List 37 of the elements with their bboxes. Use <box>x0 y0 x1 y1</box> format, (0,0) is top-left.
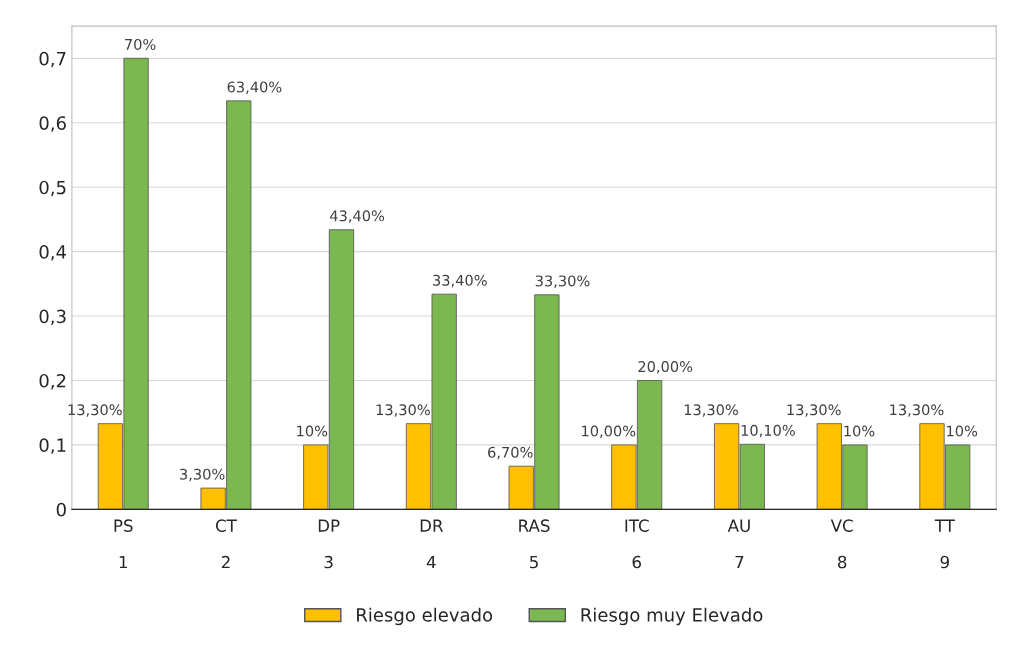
y-tick-label: 0,7 <box>39 51 66 68</box>
data-label: 10% <box>844 425 875 437</box>
data-label: 10,00% <box>582 425 636 439</box>
y-tick-label: 0,3 <box>39 309 66 326</box>
data-label: 33,40% <box>433 274 487 288</box>
data-label: 13,30% <box>376 404 430 417</box>
category-label: AU 7 <box>727 519 750 569</box>
category-label: VC 8 <box>830 519 853 569</box>
legend-label: Riesgo muy Elevado <box>581 607 763 626</box>
y-tick-label: 0,1 <box>39 438 66 454</box>
y-tick-label: 0,6 <box>39 116 66 132</box>
y-tick-label: 0,2 <box>39 373 66 390</box>
data-label: 13,30% <box>890 404 944 417</box>
data-label: 13,30% <box>684 404 738 417</box>
data-label: 10% <box>947 425 978 437</box>
y-tick-label: 0 <box>56 502 66 517</box>
data-label: 33,30% <box>535 275 590 288</box>
data-label: 13,30% <box>68 404 122 417</box>
data-label: 13,30% <box>787 404 841 417</box>
y-tick-label: 0,4 <box>39 245 67 261</box>
data-label: 70% <box>125 38 156 50</box>
data-label: 3,30% <box>180 468 225 482</box>
category-label: PS 1 <box>114 519 133 569</box>
y-tick-label: 0,5 <box>39 180 66 197</box>
category-label: CT 2 <box>215 519 237 569</box>
category-label: DR 4 <box>420 519 444 569</box>
data-label: 6,70% <box>488 446 533 460</box>
data-label: 43,40% <box>330 210 385 223</box>
data-label: 10% <box>297 425 328 437</box>
legend-label: Riesgo elevado <box>357 607 493 626</box>
category-label: DP 3 <box>318 519 340 569</box>
category-label: TT 9 <box>934 519 955 569</box>
data-label: 63,40% <box>227 81 282 94</box>
category-label: RAS 5 <box>519 519 550 569</box>
category-label: ITC 6 <box>625 519 649 569</box>
data-label: 20,00% <box>638 361 693 374</box>
data-label: 10,10% <box>741 424 795 438</box>
